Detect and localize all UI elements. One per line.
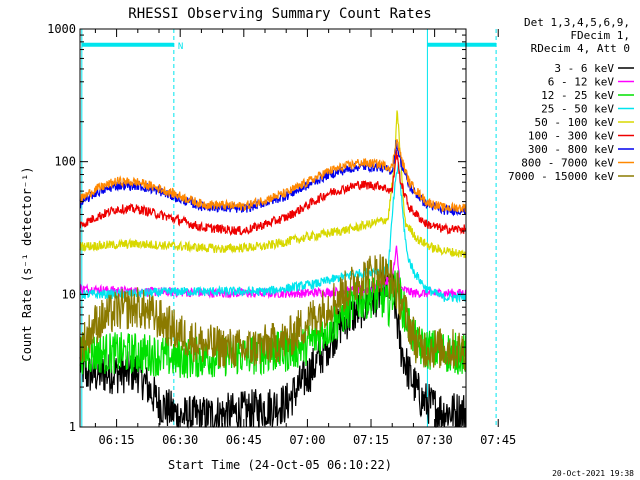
legend-header-line-1: Det 1,3,4,5,6,9, — [524, 16, 630, 29]
flag-label: N — [178, 42, 183, 52]
series-line-1 — [79, 265, 467, 429]
legend: Det 1,3,4,5,6,9, FDecim 1, RDecim 4, Att… — [508, 16, 634, 183]
x-tick-label: 07:45 — [480, 433, 516, 447]
legend-label: 25 - 50 keV — [541, 103, 614, 116]
x-tick-label: 06:30 — [162, 433, 198, 447]
y-axis-label: Count Rate (s⁻¹ detector⁻¹) — [20, 166, 34, 361]
x-tick-label: 07:30 — [417, 433, 453, 447]
series-line-9 — [79, 254, 467, 371]
legend-label: 12 - 25 keV — [541, 89, 614, 102]
legend-label: 800 - 7000 keV — [521, 157, 614, 170]
x-tick-label: 07:00 — [289, 433, 325, 447]
series-line-7 — [79, 139, 467, 217]
y-tick-label: 10 — [62, 287, 76, 301]
y-tick-label: 1000 — [47, 22, 76, 36]
series-line-3 — [79, 270, 467, 379]
series-line-5 — [79, 110, 467, 259]
plot-marks: N — [79, 29, 497, 429]
chart-title: RHESSI Observing Summary Count Rates — [128, 6, 431, 22]
axes: 1 10 100 1000 06:15 06:30 06:45 07:00 07:15 07:30… — [47, 22, 516, 447]
legend-label: 300 - 800 keV — [528, 143, 614, 156]
legend-header-line-3: RDecim 4, Att 0 — [531, 42, 630, 55]
legend-header-line-2: FDecim 1, — [570, 29, 630, 42]
y-axis-label-text: Count Rate (s⁻¹ detector⁻¹) — [20, 166, 34, 361]
y-tick-label: 100 — [54, 155, 76, 169]
x-tick-label: 07:15 — [353, 433, 389, 447]
x-axis-label: Start Time (24-Oct-05 06:10:22) — [168, 458, 392, 472]
y-tick-label: 1 — [69, 420, 76, 434]
legend-label: 3 - 6 keV — [554, 62, 614, 75]
series-line-6 — [79, 150, 467, 237]
legend-label: 100 - 300 keV — [528, 130, 614, 143]
legend-label: 6 - 12 keV — [548, 76, 615, 89]
legend-label: 7000 - 15000 keV — [508, 170, 614, 183]
plot-frame — [79, 28, 467, 428]
series-line-8 — [79, 139, 467, 213]
x-tick-label: 06:15 — [99, 433, 135, 447]
legend-label: 50 - 100 keV — [535, 116, 615, 129]
x-tick-label: 06:45 — [226, 433, 262, 447]
footer-date: 20-Oct-2021 19:38 — [552, 469, 634, 478]
